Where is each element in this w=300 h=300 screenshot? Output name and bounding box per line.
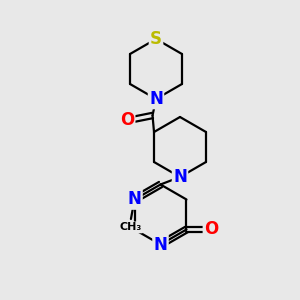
Text: N: N — [149, 90, 163, 108]
Text: N: N — [173, 168, 187, 186]
Text: S: S — [150, 30, 162, 48]
Text: O: O — [120, 111, 134, 129]
Text: N: N — [128, 190, 142, 208]
Text: N: N — [154, 236, 167, 253]
Text: O: O — [204, 220, 218, 238]
Text: CH₃: CH₃ — [120, 222, 142, 233]
